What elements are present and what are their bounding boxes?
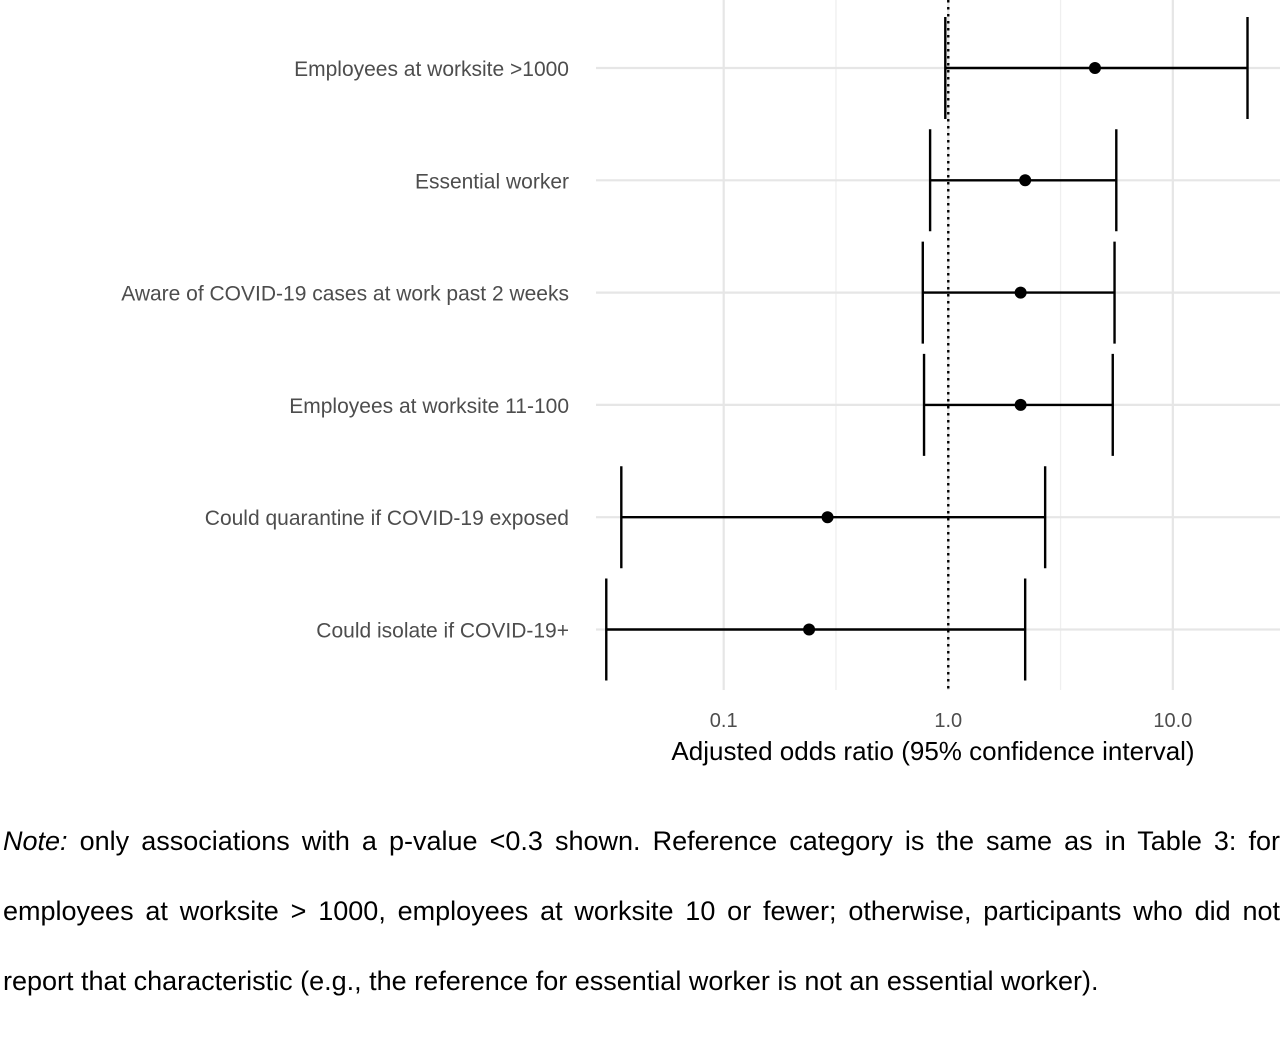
ci-row [605, 578, 1027, 681]
ci-row [944, 17, 1249, 119]
estimate-point [821, 511, 834, 524]
forest-plot: Employees at worksite >1000 Essential wor… [121, 0, 1280, 766]
x-tick-label: 0.1 [710, 710, 738, 732]
grid-lines [596, 0, 1280, 690]
row-labels: Employees at worksite >1000 Essential wor… [121, 58, 569, 643]
x-axis-label: Adjusted odds ratio (95% confidence inte… [671, 736, 1194, 766]
estimate-point [1014, 286, 1027, 299]
ci-row [921, 241, 1116, 344]
estimate-point [1019, 174, 1032, 187]
figure-note: Note: only associations with a p-value <… [3, 806, 1280, 1016]
estimate-point [1014, 398, 1027, 411]
ci-row [620, 466, 1047, 569]
row-label: Essential worker [415, 170, 569, 193]
row-label: Aware of COVID-19 cases at work past 2 w… [121, 283, 569, 306]
ci-row [928, 129, 1118, 232]
row-label: Employees at worksite 11-100 [289, 395, 569, 418]
row-label: Could isolate if COVID-19+ [316, 620, 569, 643]
x-tick-label: 1.0 [934, 710, 962, 732]
ci-marks [605, 17, 1249, 681]
estimate-point [803, 623, 816, 636]
note-lead: Note: [3, 826, 68, 856]
row-label: Employees at worksite >1000 [294, 58, 569, 81]
estimate-point [1088, 62, 1101, 74]
x-tick-label: 10.0 [1153, 710, 1192, 732]
x-tick-labels: 0.1 1.0 10.0 [710, 710, 1193, 732]
ci-row [922, 353, 1114, 456]
note-text: only associations with a p-value <0.3 sh… [3, 826, 1280, 996]
row-label: Could quarantine if COVID-19 exposed [205, 507, 569, 530]
